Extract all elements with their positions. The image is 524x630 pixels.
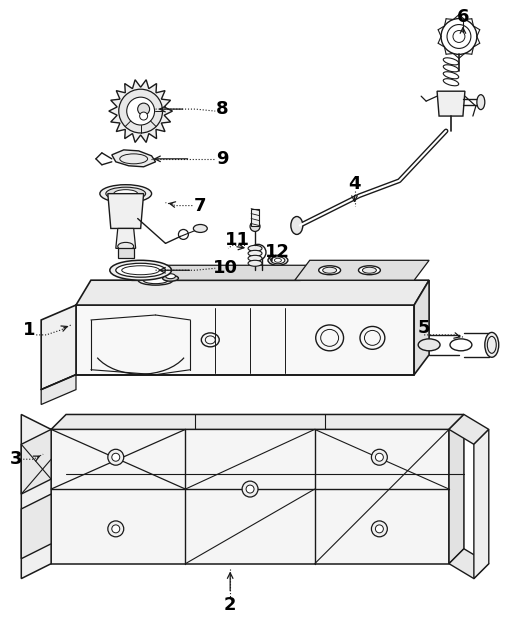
Circle shape [372,521,387,537]
Polygon shape [76,305,414,375]
Ellipse shape [248,255,262,261]
Ellipse shape [358,266,380,275]
Ellipse shape [268,255,288,265]
Ellipse shape [248,250,262,256]
Circle shape [127,97,155,125]
Ellipse shape [143,277,168,284]
Ellipse shape [162,275,179,281]
Ellipse shape [477,94,485,110]
Ellipse shape [110,260,171,280]
Ellipse shape [138,275,173,285]
Polygon shape [449,549,489,578]
Ellipse shape [450,339,472,351]
Text: 4: 4 [348,175,361,193]
Polygon shape [474,430,489,578]
Text: 9: 9 [216,150,228,168]
Polygon shape [21,430,51,494]
Ellipse shape [100,185,151,203]
Text: 6: 6 [457,8,469,26]
Text: 2: 2 [224,597,236,614]
Ellipse shape [118,243,134,250]
Text: 10: 10 [213,260,238,277]
Polygon shape [112,150,156,167]
Ellipse shape [363,267,376,273]
Ellipse shape [485,333,499,357]
Polygon shape [51,415,464,430]
Circle shape [372,449,387,465]
Ellipse shape [271,257,285,264]
Circle shape [119,89,162,133]
Polygon shape [21,415,51,578]
Ellipse shape [248,260,262,266]
Polygon shape [21,494,51,559]
Polygon shape [449,415,489,444]
Ellipse shape [323,267,336,273]
Polygon shape [51,430,449,564]
Circle shape [375,525,384,533]
Circle shape [112,453,120,461]
Ellipse shape [166,273,176,278]
Ellipse shape [106,187,146,200]
Polygon shape [41,305,76,389]
Ellipse shape [418,339,440,351]
Circle shape [108,521,124,537]
Ellipse shape [114,190,138,198]
Polygon shape [295,260,429,280]
Ellipse shape [248,245,262,251]
Polygon shape [109,80,172,142]
Circle shape [242,481,258,497]
Polygon shape [130,265,310,280]
Text: 1: 1 [23,321,36,339]
Polygon shape [414,280,429,375]
Text: 8: 8 [216,100,228,118]
Ellipse shape [319,266,341,275]
Circle shape [246,485,254,493]
Text: 11: 11 [225,231,249,249]
Bar [251,209,259,226]
Polygon shape [76,280,429,305]
Circle shape [138,103,149,115]
Circle shape [140,112,148,120]
Text: 5: 5 [418,319,430,337]
Polygon shape [108,193,144,229]
Polygon shape [116,229,136,248]
Circle shape [375,453,384,461]
Text: 3: 3 [10,450,23,468]
Polygon shape [41,375,76,404]
Ellipse shape [116,263,166,277]
Text: 7: 7 [194,197,206,215]
Circle shape [112,525,120,533]
Bar [118,248,134,258]
Text: 12: 12 [266,243,290,261]
Circle shape [250,222,260,231]
Polygon shape [437,91,465,116]
Circle shape [108,449,124,465]
Ellipse shape [291,217,303,234]
Polygon shape [130,270,300,280]
Ellipse shape [193,224,208,232]
Polygon shape [449,415,464,564]
